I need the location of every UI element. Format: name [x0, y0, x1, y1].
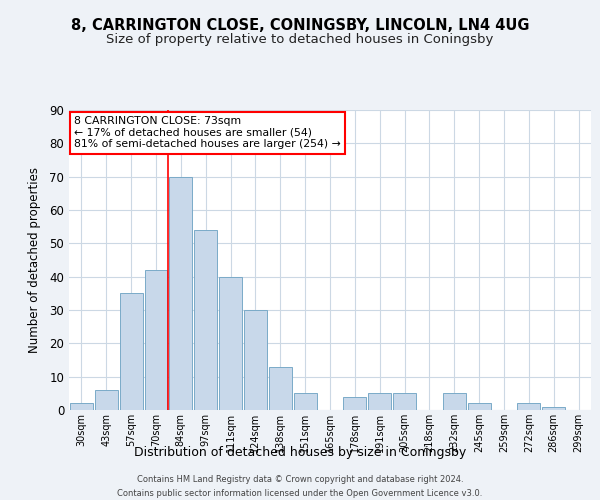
Bar [194, 230, 217, 410]
Bar [393, 394, 416, 410]
Y-axis label: Number of detached properties: Number of detached properties [28, 167, 41, 353]
Bar [343, 396, 366, 410]
Bar [219, 276, 242, 410]
Bar [468, 404, 491, 410]
Bar [517, 404, 540, 410]
Bar [294, 394, 317, 410]
Bar [542, 406, 565, 410]
Bar [145, 270, 167, 410]
Bar [70, 404, 93, 410]
Bar [244, 310, 267, 410]
Bar [368, 394, 391, 410]
Bar [95, 390, 118, 410]
Bar [269, 366, 292, 410]
Bar [169, 176, 192, 410]
Text: 8, CARRINGTON CLOSE, CONINGSBY, LINCOLN, LN4 4UG: 8, CARRINGTON CLOSE, CONINGSBY, LINCOLN,… [71, 18, 529, 32]
Text: Size of property relative to detached houses in Coningsby: Size of property relative to detached ho… [106, 32, 494, 46]
Text: Contains HM Land Registry data © Crown copyright and database right 2024.
Contai: Contains HM Land Registry data © Crown c… [118, 476, 482, 498]
Text: 8 CARRINGTON CLOSE: 73sqm
← 17% of detached houses are smaller (54)
81% of semi-: 8 CARRINGTON CLOSE: 73sqm ← 17% of detac… [74, 116, 341, 149]
Bar [120, 294, 143, 410]
Text: Distribution of detached houses by size in Coningsby: Distribution of detached houses by size … [134, 446, 466, 459]
Bar [443, 394, 466, 410]
